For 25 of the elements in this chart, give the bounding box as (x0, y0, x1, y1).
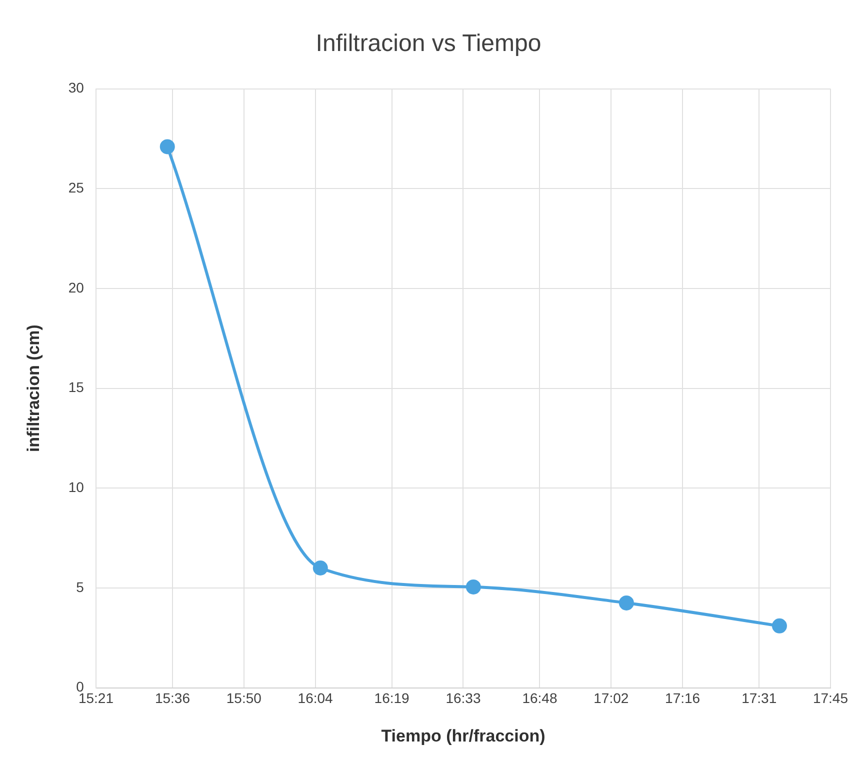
y-tick-label: 30 (68, 80, 84, 96)
x-tick-label: 16:33 (446, 690, 481, 706)
y-axis-title: infiltracion (cm) (24, 324, 43, 452)
y-tick-label: 15 (68, 379, 84, 396)
y-tick-label: 5 (76, 578, 84, 595)
x-tick-label: 15:21 (78, 690, 114, 706)
x-axis-title: Tiempo (hr/fraccion) (381, 726, 546, 746)
chart-title: Infiltracion vs Tiempo (316, 30, 542, 58)
x-tick-label: 17:45 (812, 690, 848, 706)
x-tick-label: 15:50 (226, 690, 262, 706)
point (618, 595, 634, 610)
x-tick-label: 16:48 (522, 690, 558, 706)
x-tick-label: 17:31 (742, 690, 777, 706)
point (160, 139, 175, 154)
y-tick-label: 20 (68, 279, 84, 296)
x-tick-label: 16:19 (374, 690, 410, 706)
point (772, 618, 787, 634)
x-tick-label: 17:02 (594, 690, 629, 706)
point (466, 579, 481, 594)
x-tick-label: 16:04 (298, 690, 334, 706)
x-tick-label: 15:36 (154, 690, 190, 706)
y-tick-label: 10 (68, 478, 84, 495)
x-tick-label: 17:16 (665, 690, 700, 706)
point (312, 560, 328, 576)
y-tick-label: 25 (68, 179, 84, 196)
